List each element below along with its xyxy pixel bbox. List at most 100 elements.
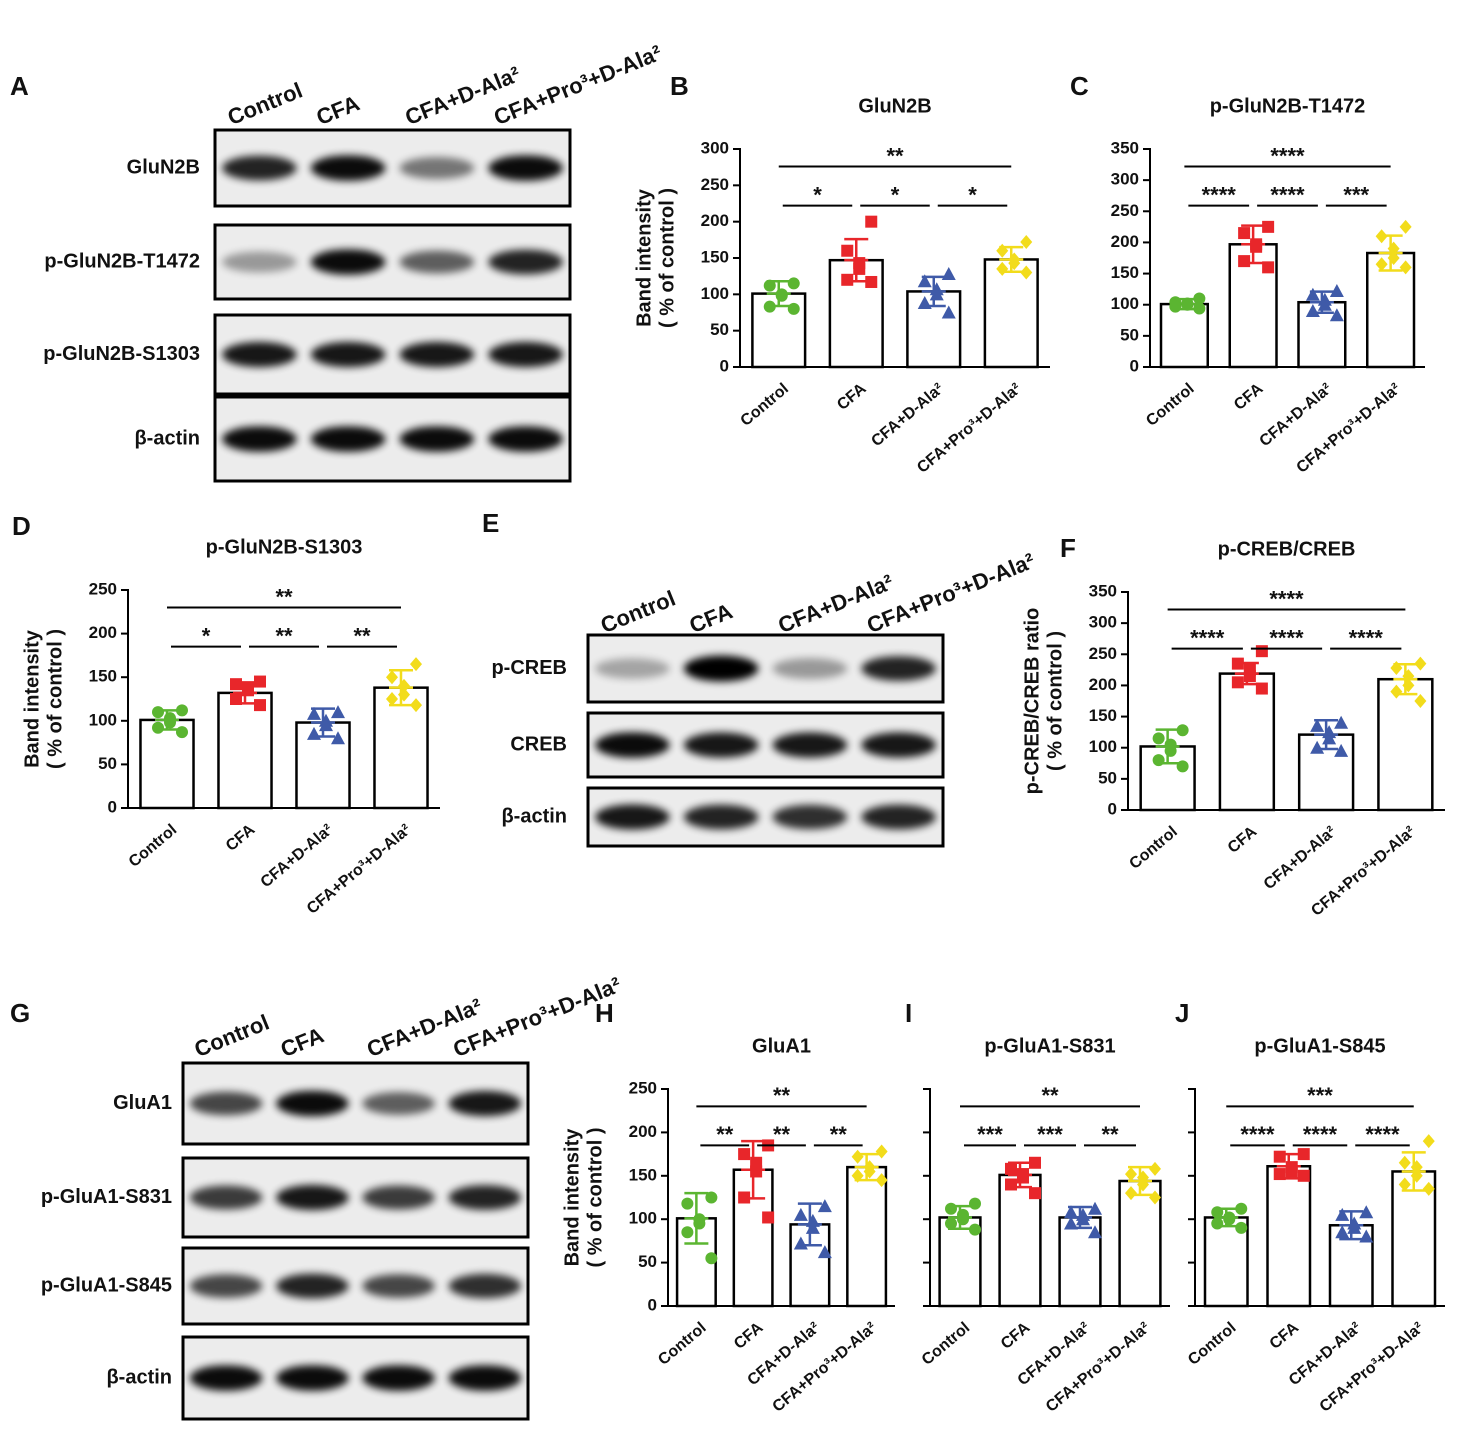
significance-label: **: [716, 1122, 734, 1147]
data-point: [841, 244, 854, 257]
data-point: [1398, 1155, 1411, 1170]
data-point: [1169, 300, 1182, 313]
data-point: [1029, 1187, 1041, 1200]
data-point: [1398, 1177, 1411, 1192]
x-tick-label: Control: [1185, 1319, 1240, 1369]
data-point: [1359, 1229, 1374, 1243]
y-tick-label: 200: [701, 211, 729, 230]
y-tick-label: 100: [629, 1209, 657, 1228]
significance-label: **: [830, 1122, 848, 1147]
blot-row-label: p-CREB: [491, 657, 567, 679]
data-point: [1422, 1181, 1435, 1196]
data-point: [805, 1220, 820, 1234]
significance-label: ****: [1240, 1122, 1275, 1147]
bar: [1058, 1216, 1102, 1308]
data-point: [750, 1165, 763, 1178]
data-point: [1297, 1148, 1310, 1161]
blot-band: [399, 341, 475, 368]
data-point: [1255, 645, 1268, 658]
data-point: [307, 706, 321, 720]
data-point: [1088, 1225, 1102, 1239]
data-point: [1149, 1190, 1161, 1205]
data-point: [410, 698, 422, 713]
y-axis-label: ( % of control ): [656, 188, 678, 328]
data-point: [1273, 1150, 1286, 1163]
blot-band: [222, 341, 297, 368]
data-point: [1243, 670, 1256, 683]
x-tick-label: CFA: [834, 380, 870, 414]
panel-letter: H: [595, 998, 614, 1028]
data-point: [254, 699, 266, 712]
data-point: [398, 687, 410, 702]
significance-label: ****: [1190, 625, 1225, 650]
blot-row-label: p-GluN2B-T1472: [44, 250, 200, 272]
significance-label: *: [968, 182, 977, 207]
data-point: [1149, 1161, 1161, 1176]
blot-row-label: β-actin: [134, 427, 200, 449]
data-point: [863, 1164, 876, 1179]
blot-band: [310, 341, 386, 368]
data-point: [331, 705, 345, 719]
significance-label: ****: [1269, 625, 1304, 650]
data-point: [793, 1236, 808, 1250]
blot-band: [861, 732, 936, 758]
x-tick-label: Control: [738, 380, 793, 430]
x-tick-label: CFA: [1267, 1319, 1303, 1353]
y-tick-label: 250: [1089, 644, 1117, 663]
data-point: [164, 716, 176, 729]
y-tick-label: 250: [89, 579, 117, 598]
y-tick-label: 150: [701, 247, 729, 266]
blot-band: [772, 804, 848, 830]
x-tick-label: Control: [919, 1319, 974, 1369]
data-point: [738, 1148, 751, 1161]
data-point: [1387, 241, 1400, 256]
blot-band: [595, 732, 670, 758]
data-point: [1387, 251, 1400, 265]
data-point: [1020, 235, 1033, 250]
x-tick-label: CFA+Pro³+D-Ala²: [770, 1319, 880, 1415]
data-point: [775, 289, 788, 302]
data-point: [1375, 257, 1388, 272]
y-tick-label: 0: [108, 797, 117, 816]
blot-band: [276, 1184, 349, 1211]
panel-letter: C: [1070, 71, 1089, 101]
bar: [1266, 1165, 1312, 1308]
y-tick-label: 250: [701, 175, 729, 194]
panel-letter: B: [670, 71, 689, 101]
data-point: [307, 726, 321, 740]
data-point: [851, 1168, 864, 1183]
blot-row-label: β-actin: [106, 1366, 172, 1388]
y-tick-label: 200: [629, 1122, 657, 1141]
x-tick-label: CFA: [998, 1319, 1034, 1353]
y-tick-label: 0: [720, 356, 729, 375]
bar: [846, 1165, 888, 1308]
blot-band: [488, 341, 563, 368]
blot-band: [362, 1365, 435, 1391]
y-axis-label: Band intensity: [21, 629, 43, 768]
data-point: [945, 1217, 957, 1230]
data-point: [1164, 744, 1177, 757]
x-tick-label: CFA: [1231, 380, 1267, 414]
data-point: [1137, 1177, 1149, 1192]
data-point: [787, 302, 800, 315]
data-point: [1017, 1171, 1029, 1184]
significance-label: ***: [1307, 1083, 1333, 1108]
blot-band: [448, 1185, 522, 1210]
data-point: [957, 1213, 969, 1226]
lane-label: CFA: [313, 90, 363, 130]
y-tick-label: 50: [1120, 325, 1139, 344]
y-tick-label: 50: [638, 1252, 657, 1271]
blot-band: [189, 1185, 263, 1210]
blot-row-label: p-GluA1-S831: [41, 1186, 172, 1208]
chart-title: p-GluN2B-S1303: [206, 536, 363, 558]
blot-band: [683, 655, 759, 682]
blot-band: [595, 804, 670, 830]
blot-band: [683, 732, 759, 758]
blot-band: [362, 1274, 435, 1298]
y-tick-label: 250: [629, 1078, 657, 1097]
data-point: [1273, 1168, 1286, 1181]
data-point: [176, 704, 188, 717]
data-point: [410, 657, 422, 672]
data-point: [1390, 684, 1403, 699]
panel-letter: G: [10, 998, 30, 1028]
